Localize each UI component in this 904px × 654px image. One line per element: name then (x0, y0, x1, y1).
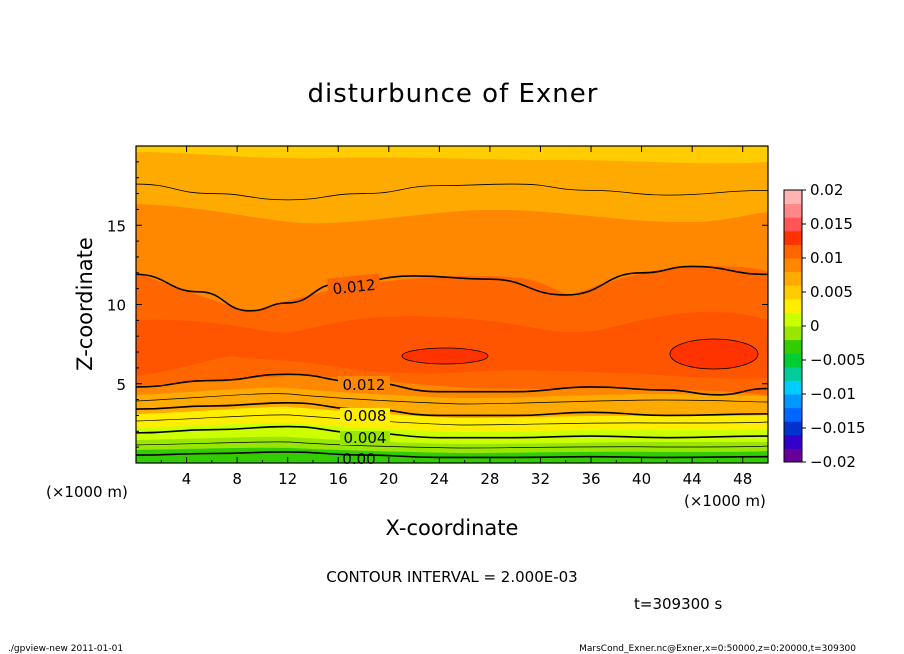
colorbar-tick-label: 0.02 (810, 181, 843, 199)
contour-line (136, 373, 768, 396)
time-text: t=309300 s (634, 595, 722, 613)
max-region-1 (401, 347, 489, 365)
x-axis-label: X-coordinate (386, 516, 519, 540)
colorbar-segment (784, 203, 802, 218)
colorbar-segment (784, 366, 802, 381)
contour-label: 0.004 (344, 429, 387, 447)
colorbar-tick-label: 0.01 (810, 249, 843, 267)
colorbar-segment (784, 217, 802, 232)
x-unit-left: (×1000 m) (46, 483, 128, 501)
contour-label: 0.012 (343, 376, 386, 394)
colorbar-segment (784, 339, 802, 354)
contour-line-minor (136, 441, 768, 449)
contour-label: 0.012 (332, 276, 377, 298)
x-tick-label: 36 (581, 470, 600, 488)
x-tick-label: 24 (430, 470, 449, 488)
colorbar-tick-label: −0.005 (810, 351, 866, 369)
colorbar-tick-label: −0.02 (810, 453, 856, 471)
contour-label-bg (340, 408, 390, 424)
minor-contour-lines (136, 393, 768, 449)
filled-contours (136, 146, 768, 463)
colorbar-tick-label: −0.01 (810, 385, 856, 403)
colorbar-tick-label: 0 (810, 317, 820, 335)
x-tick-label: 48 (733, 470, 752, 488)
x-tick-label: 44 (683, 470, 702, 488)
band-top-yellow (136, 146, 768, 164)
x-tick-label: 4 (182, 470, 192, 488)
colorbar-segment (784, 244, 802, 259)
colorbar-segment (784, 285, 802, 300)
colorbar-segment (784, 421, 802, 436)
x-tick-label: 28 (480, 470, 499, 488)
y-axis-label: Z-coordinate (73, 237, 97, 371)
contour-label-bg (327, 273, 381, 297)
contour-line (136, 425, 768, 439)
band-red-inner (136, 311, 768, 379)
contour-interval-text: CONTOUR INTERVAL = 2.000E-03 (326, 568, 577, 586)
x-tick-label: 8 (232, 470, 242, 488)
colorbar-segment (784, 434, 802, 449)
colorbar (784, 190, 802, 463)
colorbar-tick-label: −0.015 (810, 419, 866, 437)
contour-line-minor (136, 393, 768, 405)
contour-line (136, 401, 768, 417)
x-tick-label: 20 (379, 470, 398, 488)
max-region-2 (669, 338, 759, 370)
contour-line (136, 183, 768, 201)
colorbar-segment (784, 258, 802, 273)
x-unit-right: (×1000 m) (684, 492, 766, 510)
footer-right: MarsCond_Exner.nc@Exner,x=0:50000,z=0:20… (579, 644, 856, 654)
y-tick-label: 5 (116, 376, 126, 394)
x-tick-label: 32 (531, 470, 550, 488)
x-tick-label: 16 (329, 470, 348, 488)
colorbar-segment (784, 353, 802, 368)
colorbar-segment (784, 394, 802, 409)
colorbar-segment (784, 407, 802, 422)
contour-label-bg (340, 431, 390, 445)
x-axis: 4 8 12 16 20 24 28 32 36 40 44 48 (160, 146, 752, 488)
colorbar-tick-label: 0.015 (810, 215, 853, 233)
colorbar-segment (784, 190, 802, 205)
colorbar-tick-label: 0.005 (810, 283, 853, 301)
contour-labels: 0.012 0.012 0.008 0.004 0.00 (327, 273, 390, 468)
contour-line (136, 265, 768, 312)
footer-left: ./gpview-new 2011-01-01 (8, 644, 123, 654)
contour-label: 0.00 (342, 450, 375, 468)
colorbar-labels: 0.02 0.015 0.01 0.005 0 −0.005 −0.01 −0.015 −0.0… (802, 181, 866, 471)
x-tick-label: 40 (632, 470, 651, 488)
contour-label-bg (338, 376, 390, 392)
y-tick-label: 10 (107, 297, 126, 315)
contour-line-minor (136, 414, 768, 426)
colorbar-segment (784, 298, 802, 313)
contour-label: 0.008 (344, 407, 387, 425)
y-tick-label: 15 (107, 217, 126, 235)
y-axis: 5 10 15 (107, 161, 768, 448)
chart-title: disturbunce of Exner (308, 79, 599, 109)
colorbar-segment (784, 326, 802, 341)
colorbar-segment (784, 312, 802, 327)
colorbar-segment (784, 380, 802, 395)
x-tick-label: 12 (278, 470, 297, 488)
colorbar-segment (784, 448, 802, 463)
colorbar-segment (784, 230, 802, 245)
colorbar-segment (784, 271, 802, 286)
